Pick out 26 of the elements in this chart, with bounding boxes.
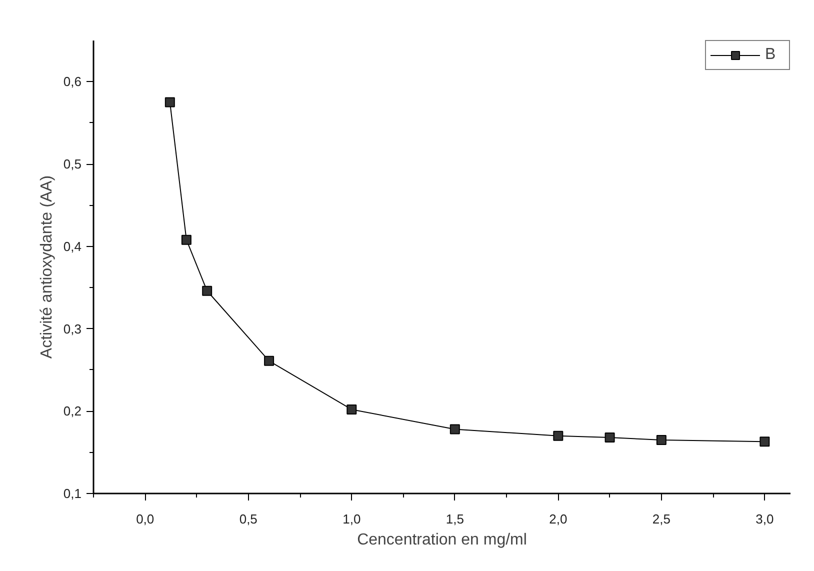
x-tick-label: 2,0 <box>549 512 568 526</box>
x-tick-label: 1,0 <box>342 512 361 526</box>
y-axis-title: Activité antioxydante (AA) <box>38 175 56 359</box>
y-tick-label: 0,1 <box>63 486 82 501</box>
y-tick-label: 0,6 <box>63 74 82 90</box>
x-tick-label: 2,5 <box>652 512 670 526</box>
point <box>181 234 192 245</box>
y-tick-label: 0,5 <box>63 156 82 172</box>
point <box>450 424 460 434</box>
legend-label: B <box>765 46 777 64</box>
y-tick-label: 0,4 <box>63 238 82 254</box>
point <box>656 434 666 445</box>
x-tick-label: 1,5 <box>446 512 464 526</box>
point <box>264 356 274 366</box>
point <box>760 436 770 447</box>
x-tick-label: 3,0 <box>756 512 774 526</box>
x-axis-title: Cencentration en mg/ml <box>357 532 527 548</box>
point <box>553 430 564 441</box>
y-tick-label: 0,3 <box>63 321 82 336</box>
x-tick-label: 0,0 <box>136 512 154 526</box>
x-tick-label: 0,5 <box>239 512 258 526</box>
point <box>604 432 615 442</box>
point <box>346 404 357 414</box>
point <box>202 286 212 296</box>
y-tick-label: 0,2 <box>63 404 82 419</box>
point <box>164 97 175 108</box>
